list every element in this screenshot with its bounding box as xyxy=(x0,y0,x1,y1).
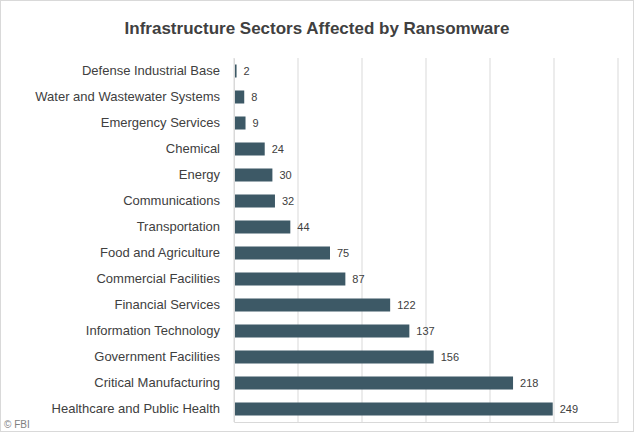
data-label: 156 xyxy=(441,351,459,363)
y-tick: Emergency Services xyxy=(101,115,234,130)
y-tick: Information Technology xyxy=(86,323,234,338)
plot: Defense Industrial Base Water and Wastewa… xyxy=(35,58,618,423)
y-tick: Commercial Facilities xyxy=(96,271,234,286)
y-tick-label: Critical Manufacturing xyxy=(94,375,220,390)
y-tick: Critical Manufacturing xyxy=(94,375,234,390)
bar xyxy=(234,195,275,208)
bar xyxy=(234,351,434,364)
bar xyxy=(234,273,345,286)
data-label: 75 xyxy=(337,247,349,259)
x-axis-line xyxy=(235,422,619,423)
grid-line xyxy=(554,58,555,422)
y-tick-label: Water and Wastewater Systems xyxy=(35,89,220,104)
y-tick: Chemical xyxy=(166,141,234,156)
chart-border xyxy=(1,1,634,432)
bar xyxy=(234,247,330,260)
y-tick: Water and Wastewater Systems xyxy=(35,89,234,104)
bar xyxy=(234,91,244,104)
y-axis: Defense Industrial Base Water and Wastewa… xyxy=(35,59,234,423)
grid-line xyxy=(298,58,299,422)
y-tick-label: Food and Agriculture xyxy=(100,245,220,260)
y-tick-label: Chemical xyxy=(166,141,220,156)
data-label: 44 xyxy=(297,221,309,233)
bar xyxy=(234,325,409,338)
y-tick: Transportation xyxy=(137,219,234,234)
annotation: © FBI xyxy=(4,419,30,430)
y-tick: Financial Services xyxy=(115,297,235,312)
data-label: 30 xyxy=(279,169,291,181)
y-tick: Energy xyxy=(179,167,234,182)
data-label: 32 xyxy=(282,195,294,207)
bar xyxy=(234,169,272,182)
bar xyxy=(234,299,390,312)
data-label: 2 xyxy=(244,65,250,77)
y-tick: Healthcare and Public Health xyxy=(52,401,234,416)
bars xyxy=(234,65,553,416)
grid-line xyxy=(362,58,363,422)
data-label: 249 xyxy=(560,403,578,415)
y-tick: Food and Agriculture xyxy=(100,245,234,260)
y-tick-label: Communications xyxy=(123,193,220,208)
y-tick: Communications xyxy=(123,193,234,208)
x-axis xyxy=(235,422,619,424)
grid xyxy=(234,58,618,422)
y-axis-line xyxy=(234,59,235,423)
y-tick: Government Facilities xyxy=(94,349,234,364)
y-tick-label: Commercial Facilities xyxy=(96,271,220,286)
data-label: 122 xyxy=(397,299,415,311)
data-labels: 2 8 9 24 30 32 44 75 87 122 137 156 218 249 xyxy=(244,65,579,415)
bar xyxy=(234,403,553,416)
y-tick-label: Information Technology xyxy=(86,323,221,338)
bar xyxy=(234,117,246,130)
y-tick-label: Transportation xyxy=(137,219,220,234)
chart: Infrastructure Sectors Affected by Ranso… xyxy=(0,0,634,432)
data-label: 87 xyxy=(352,273,364,285)
data-label: 9 xyxy=(253,117,259,129)
grid-line xyxy=(490,58,491,422)
y-tick-label: Healthcare and Public Health xyxy=(52,401,220,416)
data-label: 24 xyxy=(272,143,284,155)
grid-line xyxy=(426,58,427,422)
bar xyxy=(234,377,513,390)
data-label: 8 xyxy=(251,91,257,103)
grid-line xyxy=(234,58,235,422)
bar xyxy=(234,221,290,234)
bar xyxy=(234,143,265,156)
y-tick-label: Energy xyxy=(179,167,221,182)
y-tick-label: Defense Industrial Base xyxy=(82,63,220,78)
y-tick-label: Government Facilities xyxy=(94,349,220,364)
title: Infrastructure Sectors Affected by Ranso… xyxy=(125,19,510,38)
y-tick-label: Financial Services xyxy=(115,297,221,312)
data-label: 218 xyxy=(520,377,538,389)
y-tick: Defense Industrial Base xyxy=(82,63,234,78)
y-tick-label: Emergency Services xyxy=(101,115,221,130)
data-label: 137 xyxy=(416,325,434,337)
grid-line xyxy=(618,58,619,422)
